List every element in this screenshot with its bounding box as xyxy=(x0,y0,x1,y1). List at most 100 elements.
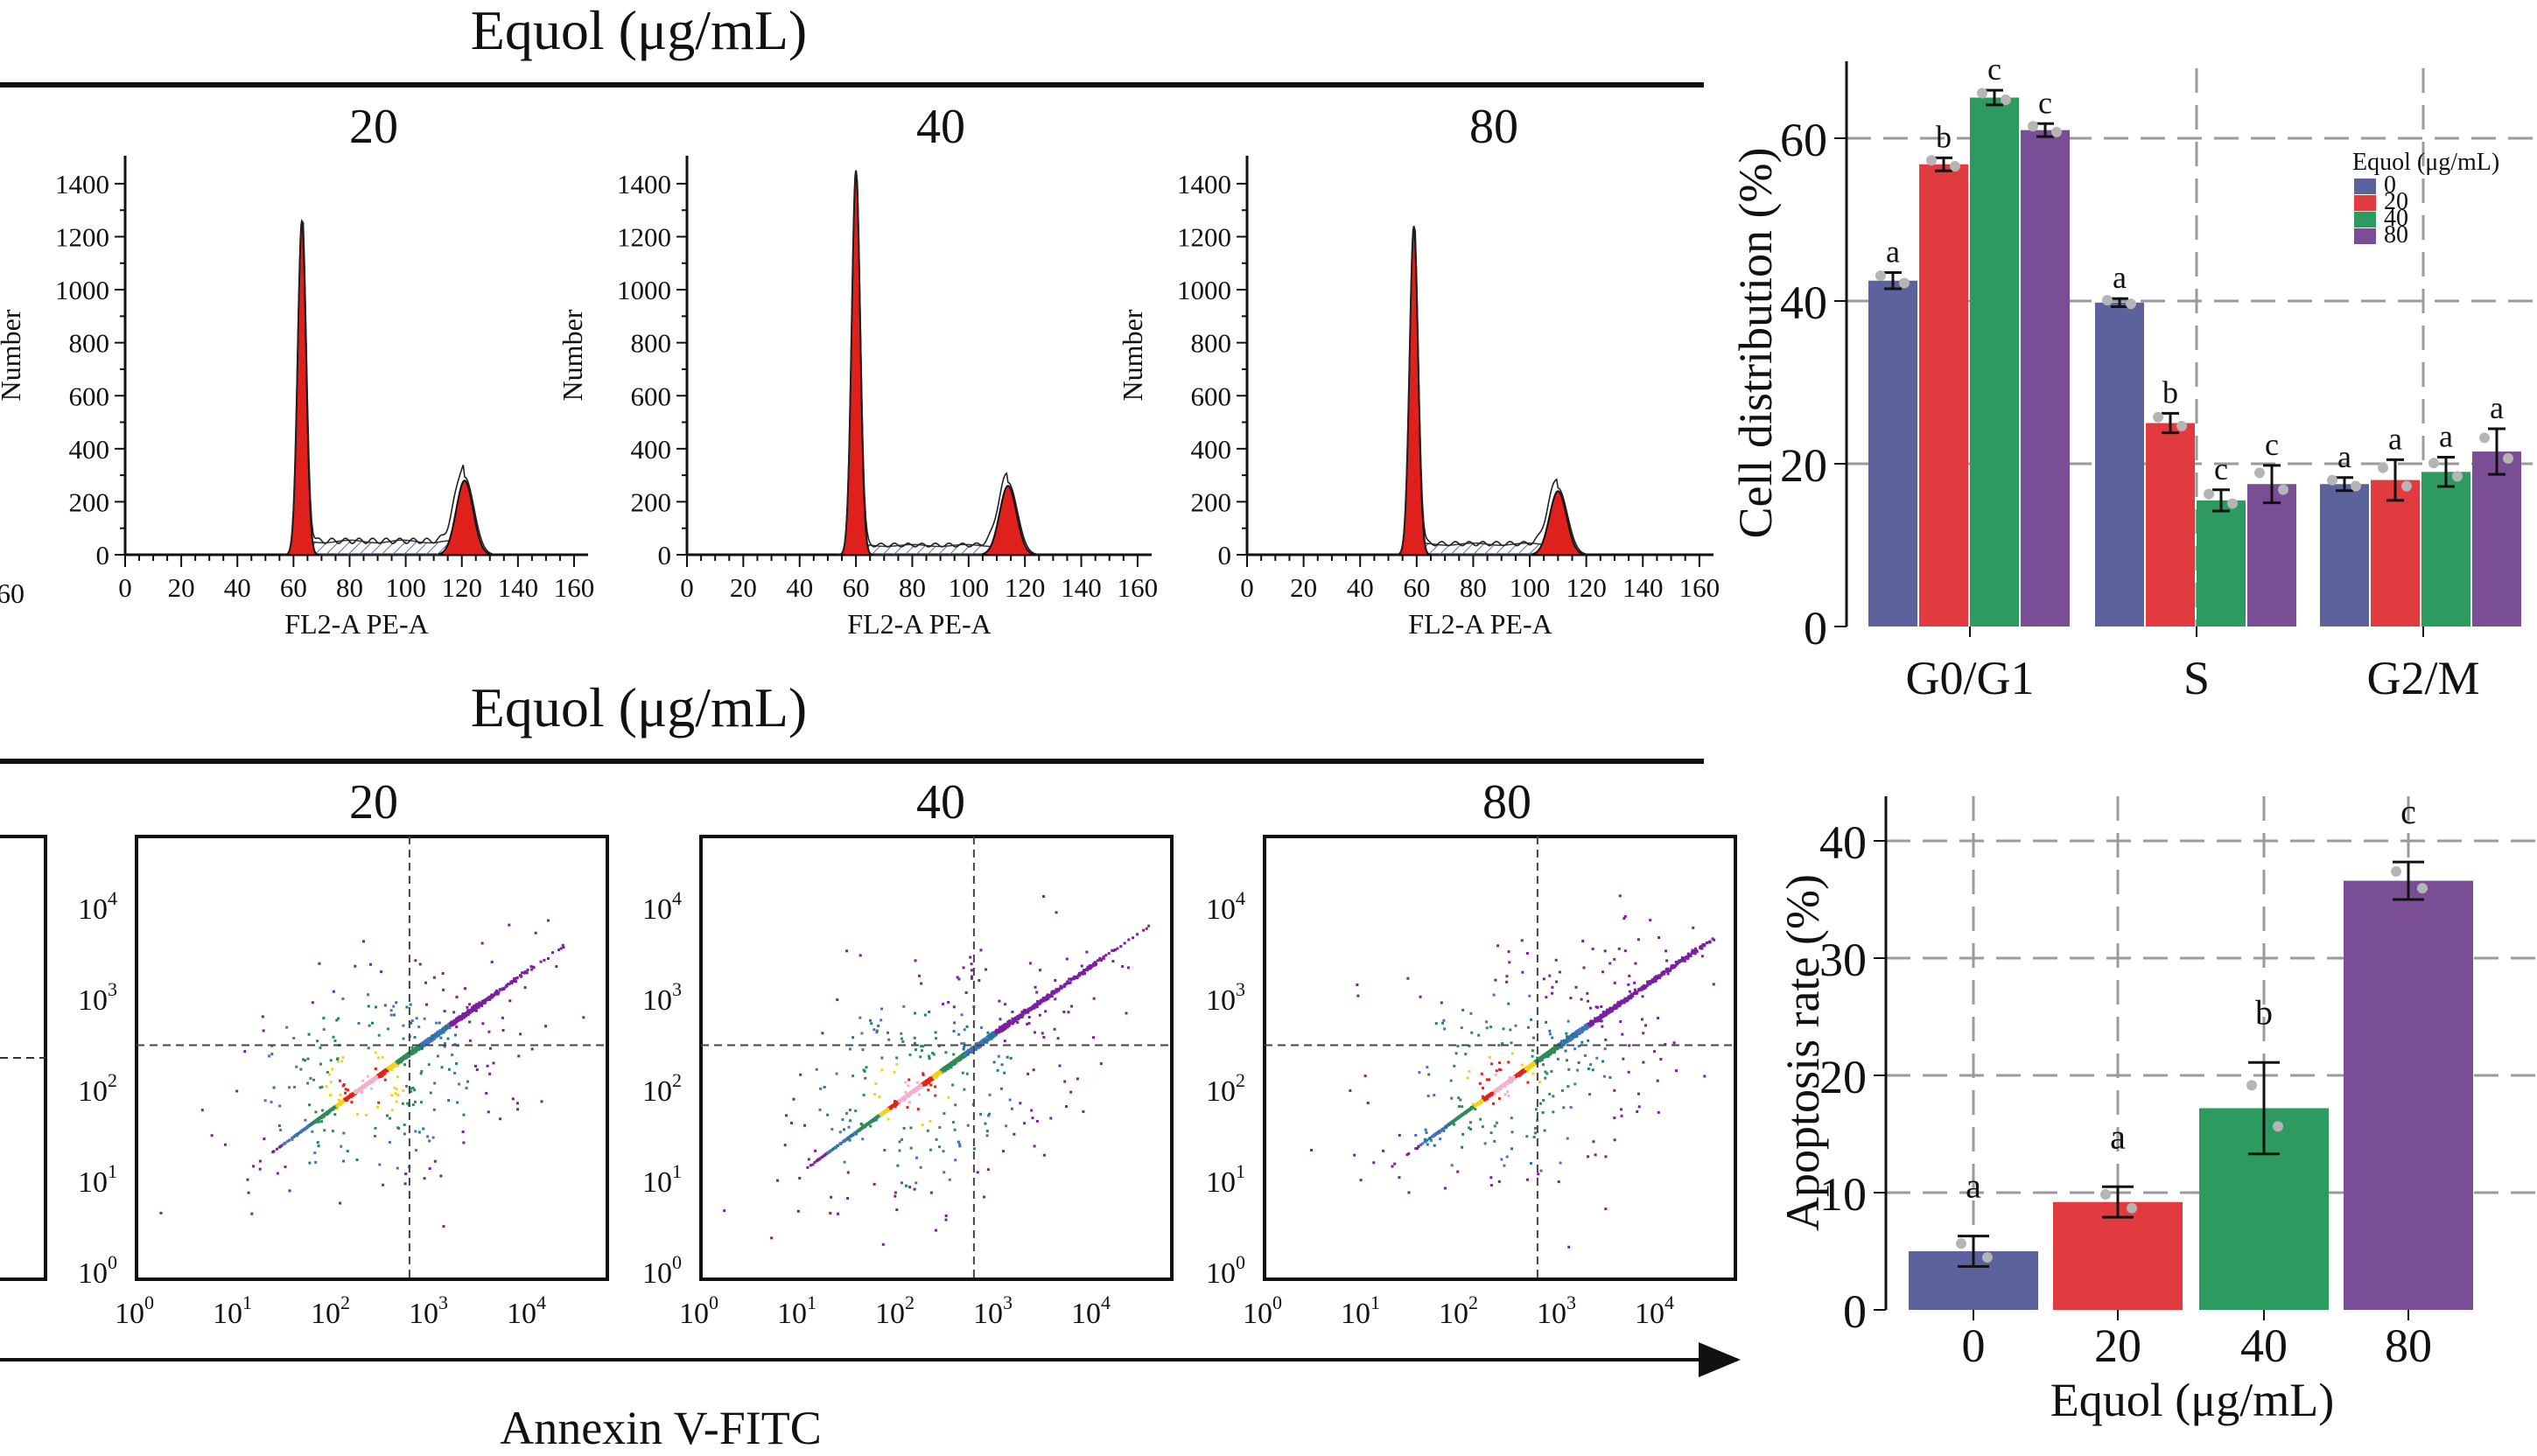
event-dot xyxy=(366,1074,369,1078)
event-dot xyxy=(462,1015,466,1018)
event-dot xyxy=(922,1072,925,1075)
event-dot xyxy=(305,1125,309,1129)
y-tick-label: 102 xyxy=(78,1069,117,1108)
event-dot xyxy=(1142,928,1146,932)
event-dot xyxy=(467,1009,471,1012)
event-dot xyxy=(298,1130,302,1134)
event-dot xyxy=(401,1102,404,1105)
replicate-point xyxy=(2428,458,2439,469)
event-dot xyxy=(382,1183,385,1186)
event-dot xyxy=(431,1034,434,1038)
panel-title: 20 xyxy=(349,775,398,830)
event-dot xyxy=(250,1212,254,1215)
event-dot xyxy=(374,1005,377,1009)
event-dot xyxy=(1070,1004,1074,1008)
event-dot xyxy=(396,1093,400,1096)
raw-histogram-outline xyxy=(1393,226,1589,556)
event-dot xyxy=(979,948,983,952)
event-dot xyxy=(846,1171,850,1174)
event-dot xyxy=(465,1086,468,1089)
event-dot xyxy=(455,995,459,998)
y-tick-label: 400 xyxy=(69,434,110,465)
event-dot xyxy=(511,1097,515,1101)
event-dot xyxy=(318,962,321,965)
event-dot xyxy=(276,1172,279,1175)
y-tick-label: 200 xyxy=(69,486,110,517)
event-dot xyxy=(331,1107,334,1110)
event-dot xyxy=(472,1004,475,1008)
event-dot xyxy=(900,1032,903,1035)
event-dot xyxy=(313,1152,317,1155)
event-dot xyxy=(922,1045,925,1048)
event-dot xyxy=(366,1082,369,1085)
event-dot xyxy=(1006,1026,1009,1029)
event-dot xyxy=(406,1102,410,1105)
event-dot xyxy=(395,1088,398,1091)
event-dot xyxy=(448,1022,452,1026)
event-dot xyxy=(1002,1150,1006,1153)
event-dot xyxy=(1147,924,1151,928)
event-dot xyxy=(913,1187,916,1191)
event-dot xyxy=(466,1013,469,1017)
replicate-point xyxy=(2378,462,2388,473)
event-dot xyxy=(501,1016,504,1019)
event-dot xyxy=(934,1085,937,1088)
significance-letter: a xyxy=(1886,234,1900,269)
event-dot xyxy=(901,1138,904,1141)
event-dot xyxy=(480,942,484,945)
event-dot xyxy=(1123,942,1126,945)
event-dot xyxy=(935,1037,938,1040)
event-dot xyxy=(371,1081,375,1084)
event-dot xyxy=(441,971,445,975)
event-dot xyxy=(1069,981,1072,984)
event-dot xyxy=(284,1166,287,1169)
event-dot xyxy=(467,1012,471,1015)
event-dot xyxy=(279,1128,283,1131)
event-dot xyxy=(308,1161,312,1165)
replicate-point xyxy=(2278,484,2288,495)
event-dot xyxy=(1007,1019,1011,1023)
event-dot xyxy=(895,1208,899,1212)
event-dot xyxy=(999,1087,1003,1090)
event-dot xyxy=(468,1003,472,1006)
event-dot xyxy=(972,1005,976,1009)
event-dot xyxy=(468,1020,472,1024)
event-dot xyxy=(723,1209,726,1213)
event-dot xyxy=(307,1032,311,1036)
event-dot xyxy=(403,1132,406,1136)
event-dot xyxy=(896,1164,900,1167)
event-dot xyxy=(887,1038,891,1041)
event-dot xyxy=(446,1037,450,1040)
event-dot xyxy=(957,977,961,981)
event-dot xyxy=(258,1159,262,1163)
bar-G0/G1-40 xyxy=(1970,97,2019,626)
y-tick-label: 1200 xyxy=(617,222,671,253)
histogram-panel-40: 400 20 40 60 80 100 120 140 16002004006008001000… xyxy=(557,100,1158,640)
event-dot xyxy=(414,1046,417,1050)
event-dot xyxy=(439,1174,443,1178)
event-dot xyxy=(501,987,504,990)
event-dot xyxy=(413,1051,417,1054)
event-dot xyxy=(341,1084,345,1088)
event-dot xyxy=(487,1110,490,1114)
event-dot xyxy=(429,1091,432,1095)
event-dot xyxy=(517,1054,521,1058)
event-dot xyxy=(291,1138,294,1141)
event-dot xyxy=(1085,950,1089,954)
event-dot xyxy=(354,1090,358,1094)
event-dot xyxy=(474,1009,478,1012)
event-dot xyxy=(419,1101,423,1104)
significance-letter: c xyxy=(1987,52,2001,87)
cropped-control-panel xyxy=(0,835,47,1281)
replicate-point xyxy=(2153,411,2163,423)
event-dot xyxy=(1054,998,1057,1001)
event-dot xyxy=(988,1093,992,1096)
event-dot xyxy=(1046,993,1049,997)
event-dot xyxy=(433,1159,437,1163)
event-dot xyxy=(922,1074,925,1077)
event-dot xyxy=(934,1094,937,1097)
event-dot xyxy=(272,1086,276,1089)
event-dot xyxy=(1027,1016,1031,1018)
event-dot xyxy=(557,948,561,952)
event-dot xyxy=(314,1110,318,1114)
